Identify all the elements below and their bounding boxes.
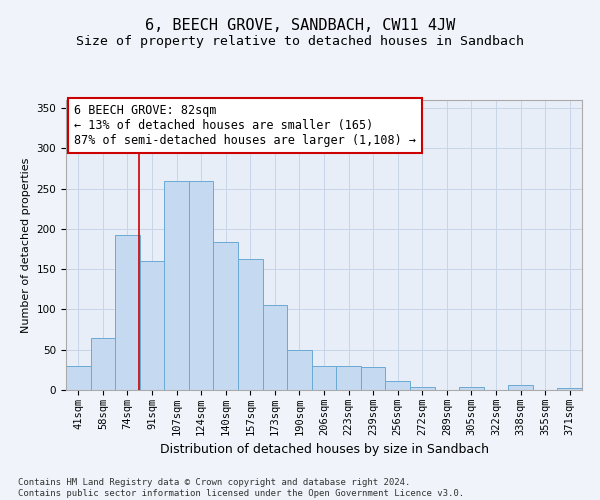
Bar xyxy=(459,387,484,390)
Bar xyxy=(361,368,385,390)
Y-axis label: Number of detached properties: Number of detached properties xyxy=(21,158,31,332)
Text: Contains HM Land Registry data © Crown copyright and database right 2024.
Contai: Contains HM Land Registry data © Crown c… xyxy=(18,478,464,498)
Bar xyxy=(557,388,582,390)
Bar xyxy=(115,236,140,390)
Text: 6, BEECH GROVE, SANDBACH, CW11 4JW: 6, BEECH GROVE, SANDBACH, CW11 4JW xyxy=(145,18,455,32)
Bar xyxy=(263,306,287,390)
Bar xyxy=(336,366,361,390)
Bar xyxy=(238,258,263,390)
Text: 6 BEECH GROVE: 82sqm
← 13% of detached houses are smaller (165)
87% of semi-deta: 6 BEECH GROVE: 82sqm ← 13% of detached h… xyxy=(74,104,416,148)
Bar xyxy=(410,387,434,390)
X-axis label: Distribution of detached houses by size in Sandbach: Distribution of detached houses by size … xyxy=(160,444,488,456)
Bar xyxy=(66,366,91,390)
Bar xyxy=(508,385,533,390)
Bar xyxy=(214,242,238,390)
Bar xyxy=(140,261,164,390)
Bar xyxy=(91,338,115,390)
Bar xyxy=(312,366,336,390)
Bar xyxy=(189,180,214,390)
Text: Size of property relative to detached houses in Sandbach: Size of property relative to detached ho… xyxy=(76,35,524,48)
Bar xyxy=(287,350,312,390)
Bar xyxy=(385,381,410,390)
Bar xyxy=(164,180,189,390)
